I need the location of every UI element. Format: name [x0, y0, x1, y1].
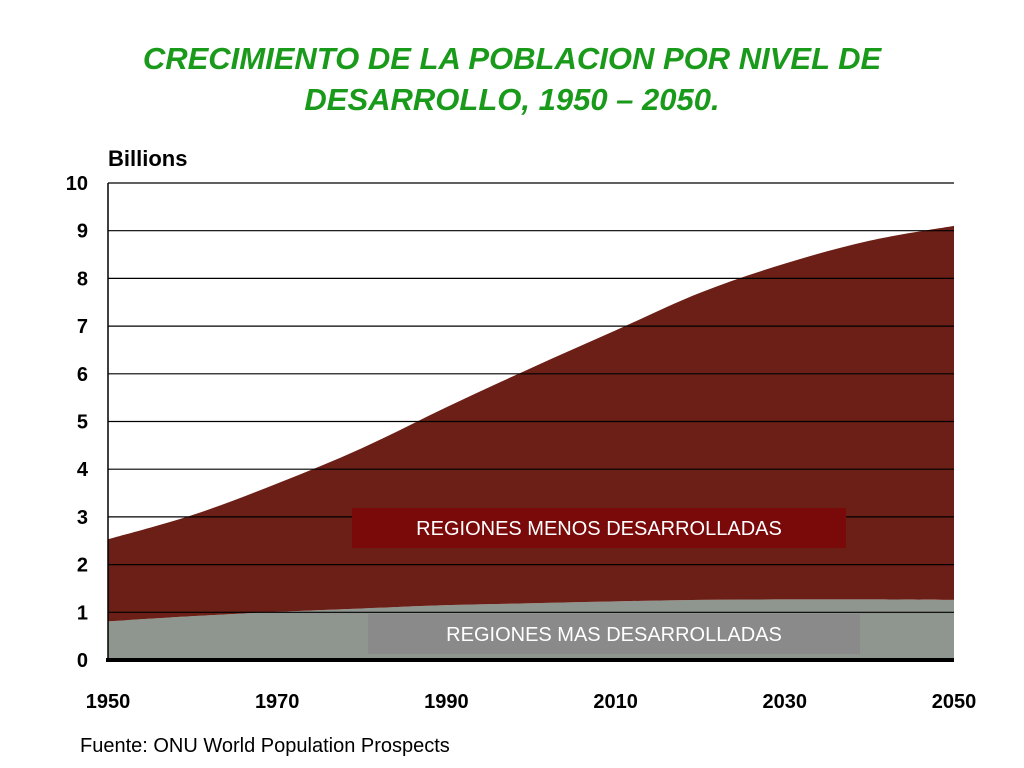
y-tick-label: 3	[77, 507, 88, 529]
chart-title-line-2: DESARROLLO, 1950 – 2050.	[304, 82, 720, 117]
y-tick-label: 10	[66, 173, 88, 195]
area-less-developed	[108, 225, 954, 622]
x-tick-label: 2030	[763, 691, 808, 713]
x-tick-label: 1950	[86, 691, 131, 713]
series-label: REGIONES MAS DESARROLLADAS	[446, 624, 782, 646]
x-tick-label: 1990	[424, 691, 469, 713]
x-tick-label: 1970	[255, 691, 300, 713]
y-tick-label: 4	[77, 459, 89, 481]
y-tick-label: 2	[77, 555, 88, 577]
chart-title: CRECIMIENTO DE LA POBLACION POR NIVEL DE…	[60, 38, 964, 120]
y-tick-label: 8	[77, 268, 88, 290]
source-note: Fuente: ONU World Population Prospects	[80, 735, 450, 757]
axes	[106, 183, 954, 662]
series-label-box	[368, 614, 860, 654]
y-tick-label: 7	[77, 316, 88, 338]
y-tick-label: 1	[77, 602, 88, 624]
y-tick-label: 6	[77, 364, 88, 386]
x-tick-label: 2010	[593, 691, 638, 713]
area-layer	[108, 225, 954, 660]
y-tick-label: 9	[77, 221, 88, 243]
x-tick-label: 2050	[932, 691, 977, 713]
y-tick-label: 5	[77, 412, 88, 434]
series-labels: REGIONES MAS DESARROLLADAS REGIONES MENOS…	[352, 508, 860, 654]
chart-title-line-1: CRECIMIENTO DE LA POBLACION POR NIVEL DE	[142, 41, 882, 76]
tick-labels: 0 1 2 3 4 5 6 7 8 9 10 1950 1970 1990 2010 2030 2050 Bill…	[66, 146, 977, 713]
series-label-box	[352, 508, 846, 548]
y-axis-label: Billions	[108, 146, 187, 171]
y-tick-label: 0	[77, 650, 88, 672]
series-label: REGIONES MENOS DESARROLLADAS	[416, 518, 782, 540]
